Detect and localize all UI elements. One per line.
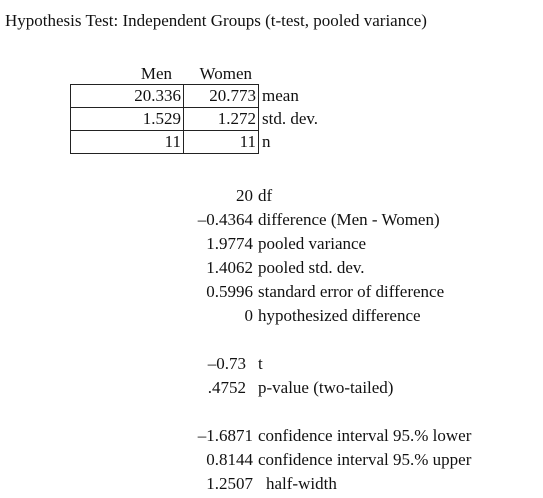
ci-lower-label: confidence interval 95.% lower — [258, 426, 472, 445]
summary-table: 20.336 20.773 mean 1.529 1.272 std. dev.… — [70, 84, 385, 154]
hypothesized-difference-value: 0 — [244, 306, 254, 325]
half-width-label: half-width — [266, 474, 337, 493]
row-label-std-dev: std. dev. — [262, 109, 319, 128]
p-value: .4752 — [207, 378, 246, 397]
men-std-dev: 1.529 — [70, 107, 184, 131]
ci-upper-label: confidence interval 95.% upper — [258, 450, 472, 469]
table-row-n: 11 11 n — [70, 130, 385, 154]
pooled-std-dev-label: pooled std. dev. — [258, 258, 365, 277]
table-row-std-dev: 1.529 1.272 std. dev. — [70, 107, 385, 131]
hypothesized-difference-label: hypothesized difference — [258, 306, 421, 325]
ci-lower-value: –1.6871 — [197, 426, 253, 445]
women-std-dev: 1.272 — [183, 107, 259, 131]
ci-upper-value: 0.8144 — [206, 450, 253, 469]
men-mean: 20.336 — [70, 84, 184, 108]
pooled-variance-label: pooled variance — [258, 234, 367, 253]
df-value: 20 — [236, 186, 253, 205]
women-n: 11 — [183, 130, 259, 154]
standard-error-label: standard error of difference — [258, 282, 445, 301]
pooled-std-dev-value: 1.4062 — [206, 258, 253, 277]
t-value: –0.73 — [207, 354, 246, 373]
pooled-variance-value: 1.9774 — [206, 234, 253, 253]
difference-value: –0.4364 — [197, 210, 253, 229]
page-title: Hypothesis Test: Independent Groups (t-t… — [5, 11, 427, 30]
row-label-mean: mean — [262, 86, 299, 105]
t-label: t — [258, 354, 263, 373]
half-width-value: 1.2507 — [206, 474, 253, 493]
column-header-men: Men — [140, 64, 172, 83]
row-label-n: n — [262, 132, 271, 151]
standard-error-value: 0.5996 — [206, 282, 253, 301]
p-value-label: p-value (two-tailed) — [258, 378, 394, 397]
difference-label: difference (Men - Women) — [258, 210, 440, 229]
table-row-mean: 20.336 20.773 mean — [70, 84, 385, 108]
men-n: 11 — [70, 130, 184, 154]
df-label: df — [258, 186, 273, 205]
column-header-women: Women — [199, 64, 252, 83]
women-mean: 20.773 — [183, 84, 259, 108]
